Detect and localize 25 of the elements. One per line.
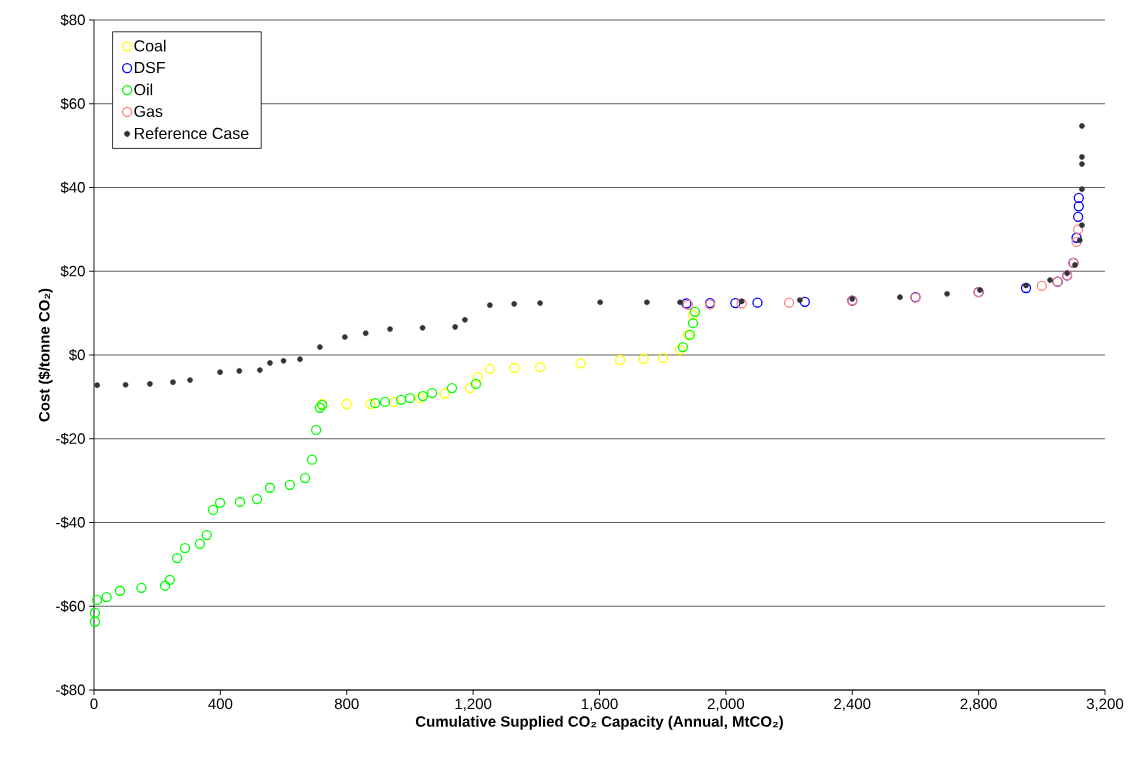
y-tick-label: $20 bbox=[60, 265, 85, 278]
x-tick-label: 400 bbox=[208, 698, 233, 710]
legend-label: Reference Case bbox=[134, 127, 249, 140]
x-tick-label: 2,000 bbox=[707, 698, 745, 711]
y-tick-label: -$60 bbox=[56, 600, 85, 613]
y-tick-label: $60 bbox=[60, 97, 85, 110]
legend-label: Gas bbox=[134, 105, 163, 117]
legend-label: DSF bbox=[134, 61, 165, 74]
y-tick-label: $0 bbox=[68, 348, 85, 362]
x-tick-label: 1,600 bbox=[581, 698, 618, 711]
legend-label: Coal bbox=[134, 39, 166, 52]
y-tick-label: $40 bbox=[60, 181, 85, 194]
y-tick-label: $80 bbox=[60, 13, 85, 27]
legend-label: Oil bbox=[134, 83, 153, 96]
y-tick-label: -$20 bbox=[56, 432, 85, 445]
x-tick-label: 1,200 bbox=[455, 698, 492, 711]
y-tick-label: -$40 bbox=[56, 516, 85, 529]
y-tick-label: -$80 bbox=[56, 683, 85, 697]
y-axis-title: Cost ($/tonne CO₂) bbox=[38, 288, 53, 422]
x-tick-label: 0 bbox=[90, 698, 98, 710]
x-tick-label: 800 bbox=[334, 698, 359, 710]
x-tick-label: 2,800 bbox=[960, 698, 997, 711]
x-axis-title: Cumulative Supplied CO₂ Capacity (Annual, MtCO₂) bbox=[415, 715, 783, 730]
x-tick-label: 2,400 bbox=[834, 698, 871, 711]
x-tick-label: 3,200 bbox=[1086, 698, 1124, 711]
